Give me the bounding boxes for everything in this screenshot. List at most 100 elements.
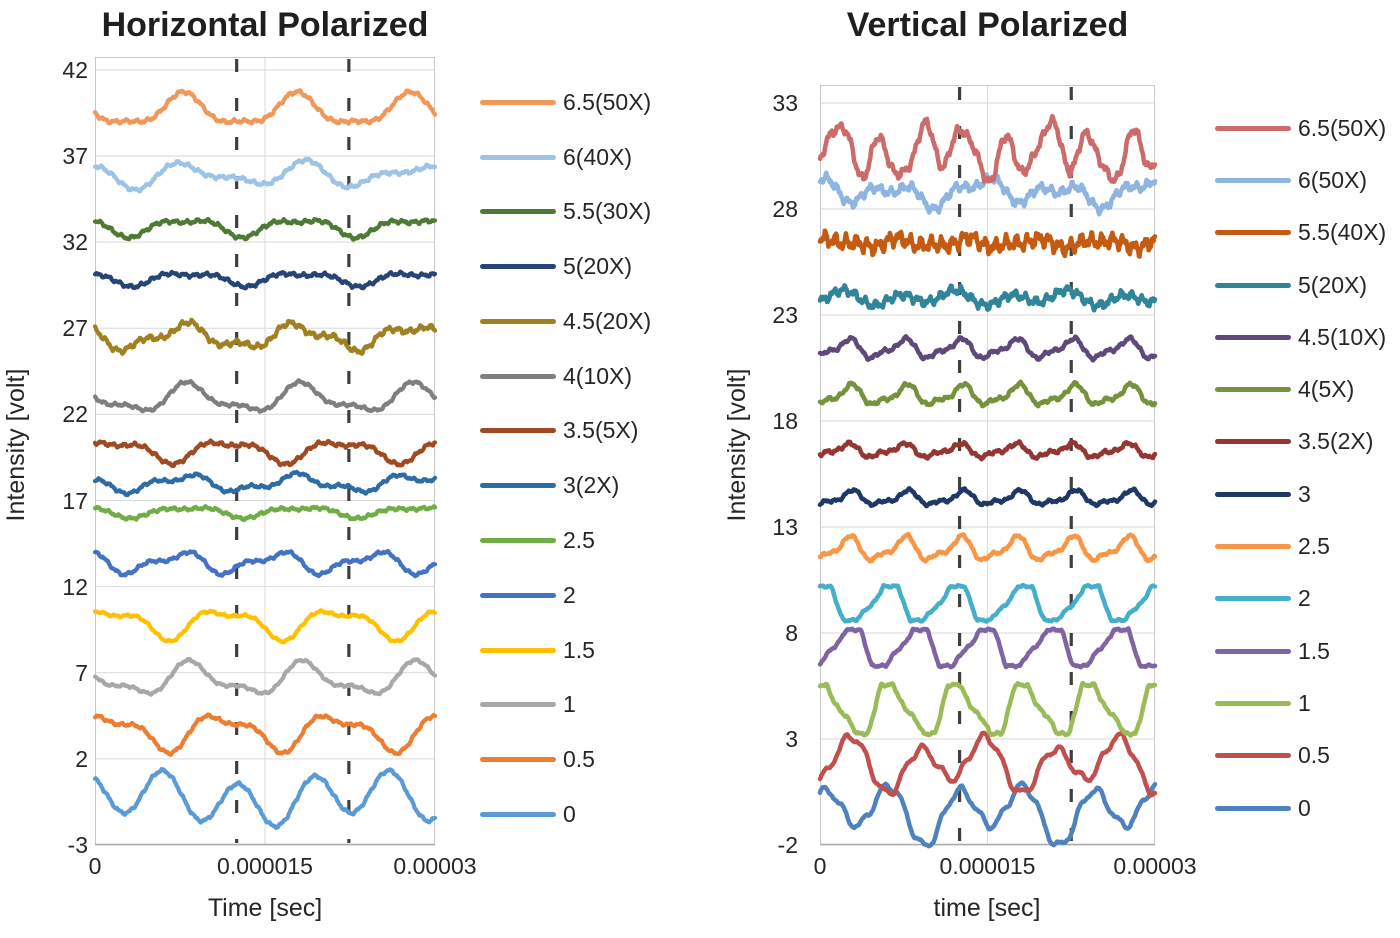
legend-swatch <box>480 428 556 434</box>
legend-item: 5.5(30X) <box>480 185 651 240</box>
y-tick-label: 33 <box>772 90 798 117</box>
series-trace-6.5(50X) <box>817 113 1158 185</box>
x-tick-label: 0 <box>88 853 102 879</box>
legend-item: 1 <box>480 677 651 732</box>
legend-swatch <box>480 209 556 215</box>
legend-item: 3.5(2X) <box>1215 416 1386 468</box>
legend-item: 2.5 <box>1215 520 1386 572</box>
series-trace-2.5 <box>92 504 438 523</box>
series-trace-5(20X) <box>817 283 1158 313</box>
y-tick-label: 23 <box>772 302 798 328</box>
series-trace-0 <box>92 766 438 831</box>
legend-item: 1.5 <box>1215 625 1386 677</box>
series-trace-0 <box>817 780 1158 849</box>
series-trace-1 <box>92 656 438 697</box>
chart-title: Horizontal Polarized <box>101 6 429 44</box>
legend-label: 3(2X) <box>563 472 620 499</box>
legend-item: 3(2X) <box>480 458 651 513</box>
legend-swatch <box>1215 544 1291 550</box>
legend-item: 3 <box>1215 468 1386 520</box>
series-trace-2.5 <box>817 531 1158 564</box>
legend-item: 4.5(10X) <box>1215 311 1386 363</box>
y-tick-label: 28 <box>772 196 798 223</box>
series-trace-3.5(5X) <box>92 438 438 468</box>
y-tick-label: -2 <box>777 832 798 858</box>
legend-swatch <box>1215 491 1291 497</box>
legend-label: 2 <box>1298 585 1311 612</box>
legend-swatch <box>480 592 556 598</box>
legend-item: 2 <box>480 568 651 623</box>
legend-label: 2.5 <box>563 527 595 553</box>
y-tick-label: 37 <box>62 143 88 170</box>
legend-item: 2 <box>1215 573 1386 625</box>
legend-label: 4.5(20X) <box>563 307 652 334</box>
series-trace-4(10X) <box>92 378 438 414</box>
y-tick-label: 42 <box>62 56 88 83</box>
legend-swatch <box>480 154 556 160</box>
legend-swatch <box>1215 125 1291 131</box>
legend-item: 0 <box>480 787 651 842</box>
legend-item: 6.5(50X) <box>1215 102 1386 154</box>
legend-swatch <box>480 757 556 763</box>
legend-swatch <box>480 483 556 489</box>
legend-item: 4(10X) <box>480 349 651 404</box>
y-tick-label: 2 <box>75 745 88 772</box>
x-axis-label: time [sec] <box>933 894 1041 922</box>
y-tick-label: 18 <box>772 408 798 434</box>
chart-title: Vertical Polarized <box>846 6 1129 44</box>
series-trace-5.5(30X) <box>92 216 438 242</box>
legend-label: 6.5(50X) <box>1298 114 1387 141</box>
legend-label: 0.5 <box>563 746 595 773</box>
legend-label: 4(10X) <box>563 362 633 389</box>
legend-item: 2.5 <box>480 513 651 568</box>
x-tick-label: 0.000015 <box>217 853 313 879</box>
y-tick-label: -3 <box>67 832 88 858</box>
series-trace-1.5 <box>92 608 438 645</box>
legend-item: 0.5 <box>1215 730 1386 782</box>
plot-area <box>817 85 1158 849</box>
legend-label: 1.5 <box>1298 637 1330 664</box>
series-trace-3 <box>817 486 1158 509</box>
plot-area <box>92 57 438 846</box>
legend-swatch <box>1215 387 1291 393</box>
legend-label: 5(20X) <box>1298 271 1368 298</box>
legend-label: 6.5(50X) <box>563 88 652 115</box>
legend-label: 3 <box>1298 480 1311 507</box>
legend-item: 1.5 <box>480 623 651 678</box>
series-trace-5.5(40X) <box>817 228 1158 259</box>
legend-item: 3.5(5X) <box>480 404 651 459</box>
legend-label: 3.5(2X) <box>1298 428 1374 455</box>
legend-swatch <box>1215 648 1291 654</box>
series-trace-5(20X) <box>92 269 438 291</box>
series-trace-4.5(20X) <box>92 317 438 356</box>
legend-swatch <box>480 811 556 817</box>
legend-swatch <box>480 373 556 379</box>
legend-swatch <box>1215 282 1291 288</box>
y-tick-label: 8 <box>785 620 798 646</box>
y-tick-label: 12 <box>62 573 88 600</box>
x-tick-label: 0.00003 <box>1113 853 1197 879</box>
legend-item: 4.5(20X) <box>480 294 651 349</box>
legend-item: 0.5 <box>480 732 651 787</box>
legend-label: 0 <box>1298 794 1311 821</box>
legend-item: 5.5(40X) <box>1215 207 1386 259</box>
legend-swatch <box>1215 177 1291 183</box>
y-tick-label: 22 <box>62 401 88 428</box>
legend-swatch <box>1215 805 1291 811</box>
legend-label: 6(50X) <box>1298 166 1368 193</box>
legend-swatch <box>480 647 556 653</box>
legend-swatch <box>480 264 556 270</box>
legend-label: 2.5 <box>1298 533 1330 560</box>
legend-item: 5(20X) <box>1215 259 1386 311</box>
legend-label: 1.5 <box>563 636 595 663</box>
series-trace-3(2X) <box>92 469 438 498</box>
legend-swatch <box>1215 334 1291 340</box>
legend-item: 4(5X) <box>1215 363 1386 415</box>
y-tick-label: 27 <box>62 315 88 342</box>
y-axis-label: Intensity [volt] <box>2 368 30 522</box>
x-tick-label: 0.00003 <box>393 853 477 879</box>
legend-label: 3.5(5X) <box>563 417 639 444</box>
legend-swatch <box>480 702 556 708</box>
